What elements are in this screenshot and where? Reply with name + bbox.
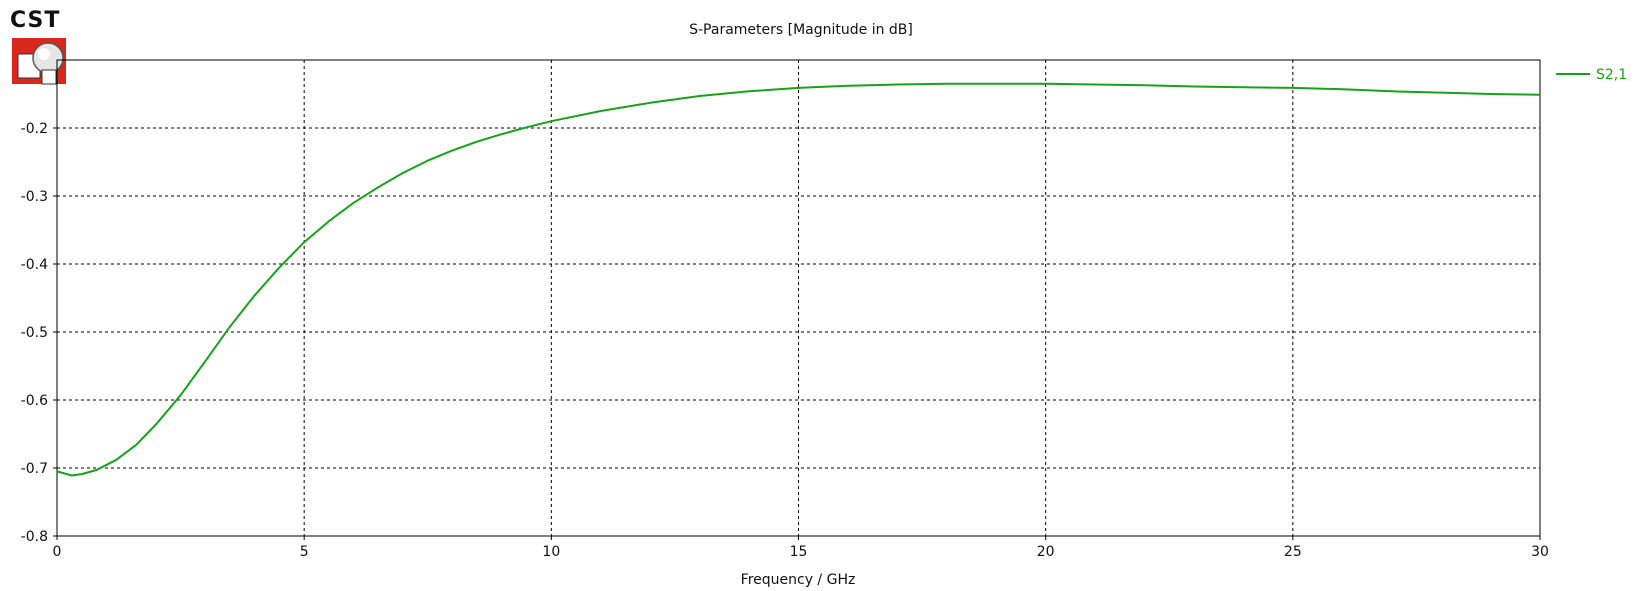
x-tick-label: 25 xyxy=(1284,544,1302,560)
y-tick-label: -0.3 xyxy=(21,189,48,205)
logo-sphere-highlight xyxy=(38,48,50,60)
logo-small-cube xyxy=(41,69,57,85)
y-tick-label: -0.8 xyxy=(21,529,48,545)
grid xyxy=(57,60,1540,536)
y-tick-label: -0.5 xyxy=(21,325,48,341)
series-line-s21 xyxy=(56,82,1541,477)
x-tick-label: 20 xyxy=(1037,544,1055,560)
legend-label: S2,1 xyxy=(1596,67,1627,83)
x-axis-ticks: 0 5 10 15 20 25 30 xyxy=(53,536,1549,560)
x-tick-label: 30 xyxy=(1531,544,1549,560)
x-tick-label: 5 xyxy=(300,544,309,560)
chart-title: S-Parameters [Magnitude in dB] xyxy=(689,22,913,38)
y-tick-label: -0.4 xyxy=(21,257,48,273)
legend: S2,1 xyxy=(1556,67,1627,83)
x-axis-label: Frequency / GHz xyxy=(741,572,856,588)
y-tick-label: -0.7 xyxy=(21,461,48,477)
y-tick-label: -0.2 xyxy=(21,121,48,137)
y-axis-ticks: -0.8 -0.7 -0.6 -0.5 -0.4 -0.3 -0.2 xyxy=(21,121,57,545)
x-tick-label: 10 xyxy=(542,544,560,560)
x-tick-label: 0 xyxy=(53,544,62,560)
series-layer xyxy=(56,82,1541,477)
y-tick-label: -0.6 xyxy=(21,393,48,409)
logo-text: CST xyxy=(10,8,61,33)
x-tick-label: 15 xyxy=(790,544,808,560)
